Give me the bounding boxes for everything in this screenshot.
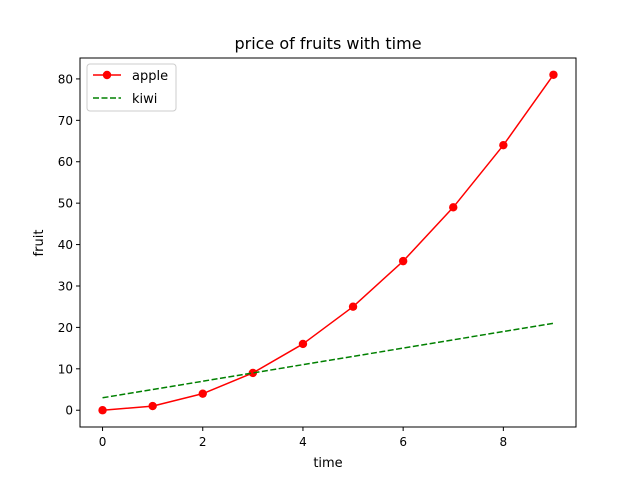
x-axis-label: time — [313, 456, 342, 471]
data-point-apple — [298, 339, 308, 349]
y-tick-label: 10 — [58, 362, 73, 376]
y-axis-ticks: 0 10 20 30 40 50 60 70 80 — [58, 72, 80, 418]
data-point-apple — [549, 70, 558, 79]
legend-marker-apple — [102, 70, 112, 80]
y-tick-label: 0 — [65, 404, 73, 418]
y-tick-label: 20 — [58, 321, 73, 335]
data-point-apple — [248, 368, 258, 378]
chart-title: price of fruits with time — [234, 34, 421, 53]
data-point-apple — [198, 389, 207, 398]
y-tick-label: 70 — [58, 114, 73, 128]
y-tick-label: 60 — [58, 155, 73, 169]
y-tick-label: 50 — [58, 197, 73, 211]
data-point-apple — [449, 203, 458, 212]
y-tick-label: 80 — [58, 72, 73, 86]
series-line-apple — [102, 74, 555, 411]
x-tick-label: 4 — [299, 435, 307, 449]
x-tick-label: 0 — [99, 435, 107, 449]
x-tick-label: 8 — [500, 435, 508, 449]
axes-frame — [79, 57, 577, 428]
data-point-apple — [499, 140, 508, 150]
data-point-apple — [398, 256, 408, 266]
x-tick-label: 2 — [199, 435, 207, 449]
plot-area — [98, 70, 558, 415]
y-axis-label: fruit — [32, 230, 47, 257]
y-tick-label: 40 — [58, 238, 73, 252]
data-point-apple — [98, 406, 107, 415]
x-axis-ticks: 0 2 4 6 8 — [99, 427, 507, 449]
legend-label-kiwi: kiwi — [132, 92, 157, 107]
legend-label-apple: apple — [132, 69, 168, 84]
data-point-apple — [348, 302, 358, 311]
y-tick-label: 30 — [58, 279, 73, 293]
x-tick-label: 6 — [399, 435, 407, 449]
data-point-apple — [148, 401, 157, 411]
legend: apple kiwi — [86, 63, 177, 112]
